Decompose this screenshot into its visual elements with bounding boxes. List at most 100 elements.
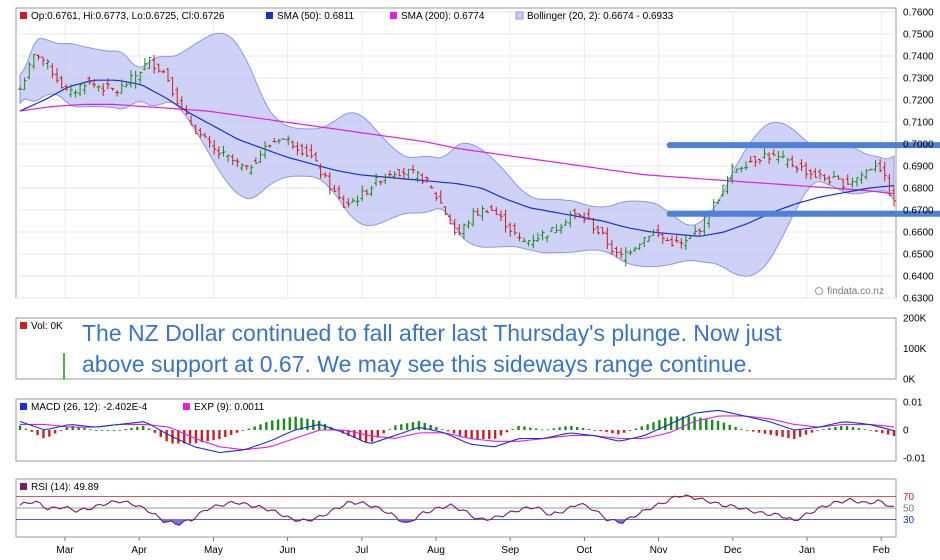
- legend-rsi: RSI (14): 49.89: [31, 482, 99, 493]
- month-tick-label: Sep: [501, 545, 519, 556]
- macd-histogram-bar: [757, 430, 761, 433]
- candle: [147, 56, 152, 69]
- macd-histogram-bar: [622, 430, 626, 433]
- volume-tick-label: 200K: [903, 314, 927, 325]
- candle: [346, 198, 351, 208]
- candle: [401, 167, 406, 180]
- macd-histogram-bar: [265, 422, 268, 430]
- candle: [882, 161, 887, 182]
- macd-histogram-bar: [183, 430, 186, 444]
- watermark-icon: [815, 287, 823, 295]
- macd-histogram-bar: [470, 430, 473, 440]
- candle: [734, 168, 739, 173]
- candle: [424, 176, 429, 183]
- candle: [369, 185, 374, 197]
- macd-line: [19, 409, 895, 454]
- candle: [82, 83, 87, 95]
- candle: [313, 151, 318, 162]
- candle: [549, 226, 554, 232]
- candle: [716, 199, 721, 204]
- price-tick-label: 0.6700: [903, 206, 934, 217]
- macd-histogram-bar: [124, 428, 127, 430]
- candle: [383, 173, 388, 185]
- candle: [642, 237, 647, 248]
- month-tick-label: Dec: [724, 545, 742, 556]
- macd-histogram-bar: [511, 429, 514, 430]
- macd-histogram-bar: [763, 430, 767, 434]
- macd-histogram-bar: [716, 420, 720, 430]
- candle: [748, 156, 753, 163]
- candle: [623, 247, 628, 267]
- macd-histogram-bar: [534, 428, 538, 430]
- candle: [50, 63, 55, 79]
- macd-histogram-bar: [787, 430, 790, 438]
- macd-histogram-bar: [581, 427, 585, 430]
- candle: [438, 190, 443, 204]
- candle: [466, 220, 471, 229]
- macd-histogram-bar: [587, 429, 591, 430]
- price-tick-label: 0.6900: [903, 162, 934, 173]
- macd-histogram-bar: [734, 426, 737, 430]
- price-panel: 0.7600 0.7500 0.7400 0.7300 0.7200 0.7100 0.70…: [15, 7, 940, 305]
- legend-exp-swatch: [183, 403, 190, 410]
- candle: [22, 77, 27, 90]
- month-tick-label: Jan: [799, 545, 815, 556]
- candle: [156, 63, 161, 73]
- candle: [794, 165, 799, 173]
- candle: [531, 234, 536, 249]
- macd-histogram-bar: [646, 424, 649, 430]
- macd-histogram-bar: [30, 430, 33, 432]
- month-tick-label: Nov: [650, 545, 668, 556]
- legend-bollinger-swatch: [515, 11, 524, 20]
- price-tick-label: 0.7100: [903, 118, 934, 129]
- candle: [184, 105, 189, 116]
- volume-axis: 200K 100K 0K: [903, 314, 927, 386]
- macd-histogram-bar: [141, 425, 145, 430]
- candle: [31, 53, 36, 70]
- legend-ohlc: Op:0.6761, Hi:0.6773, Lo:0.6725, Cl:0.67…: [31, 11, 225, 22]
- legend-volume: Vol: 0K: [31, 321, 63, 332]
- candle: [767, 152, 772, 164]
- macd-histogram-bar: [640, 426, 643, 430]
- candle: [841, 178, 846, 191]
- macd-histogram-bar: [652, 422, 655, 430]
- candle: [165, 68, 170, 82]
- candle: [688, 235, 693, 240]
- macd-histogram-bar: [540, 429, 544, 431]
- macd-histogram-bar: [505, 430, 509, 433]
- macd-histogram-bar: [488, 430, 491, 440]
- candle: [45, 58, 50, 70]
- macd-histogram-bar: [798, 430, 802, 437]
- macd-histogram-bar: [294, 416, 297, 430]
- candle: [105, 78, 110, 90]
- macd-histogram-bar: [845, 426, 849, 430]
- candle: [540, 230, 545, 241]
- macd-histogram-bar: [851, 427, 855, 430]
- macd-histogram-bar: [218, 430, 221, 440]
- macd-histogram-bar: [423, 422, 426, 430]
- macd-histogram-bar: [564, 426, 567, 430]
- candle: [78, 83, 83, 96]
- candle: [443, 206, 448, 216]
- candle: [753, 155, 758, 167]
- candle: [54, 68, 59, 83]
- candle: [161, 69, 166, 74]
- volume-panel: 200K 100K 0K Vol: 0K: [15, 314, 927, 386]
- macd-histogram-bar: [317, 420, 321, 430]
- candle: [387, 170, 392, 178]
- macd-histogram-bar: [253, 426, 256, 430]
- macd-histogram-bar: [816, 430, 819, 431]
- macd-histogram-bar: [464, 430, 467, 438]
- annotation-line-2: above support at 0.67. We may see this s…: [82, 351, 753, 377]
- candle: [790, 155, 795, 168]
- candle: [133, 70, 138, 89]
- month-tick-label: Jun: [280, 545, 296, 556]
- macd-tick-label: 0: [903, 426, 909, 437]
- macd-histogram-bar: [722, 422, 726, 430]
- macd-histogram-bar: [746, 430, 749, 431]
- legend-ohlc-swatch: [20, 12, 27, 19]
- volume-plot-area: [15, 317, 897, 380]
- macd-histogram-bar: [42, 430, 45, 439]
- candle: [87, 76, 92, 86]
